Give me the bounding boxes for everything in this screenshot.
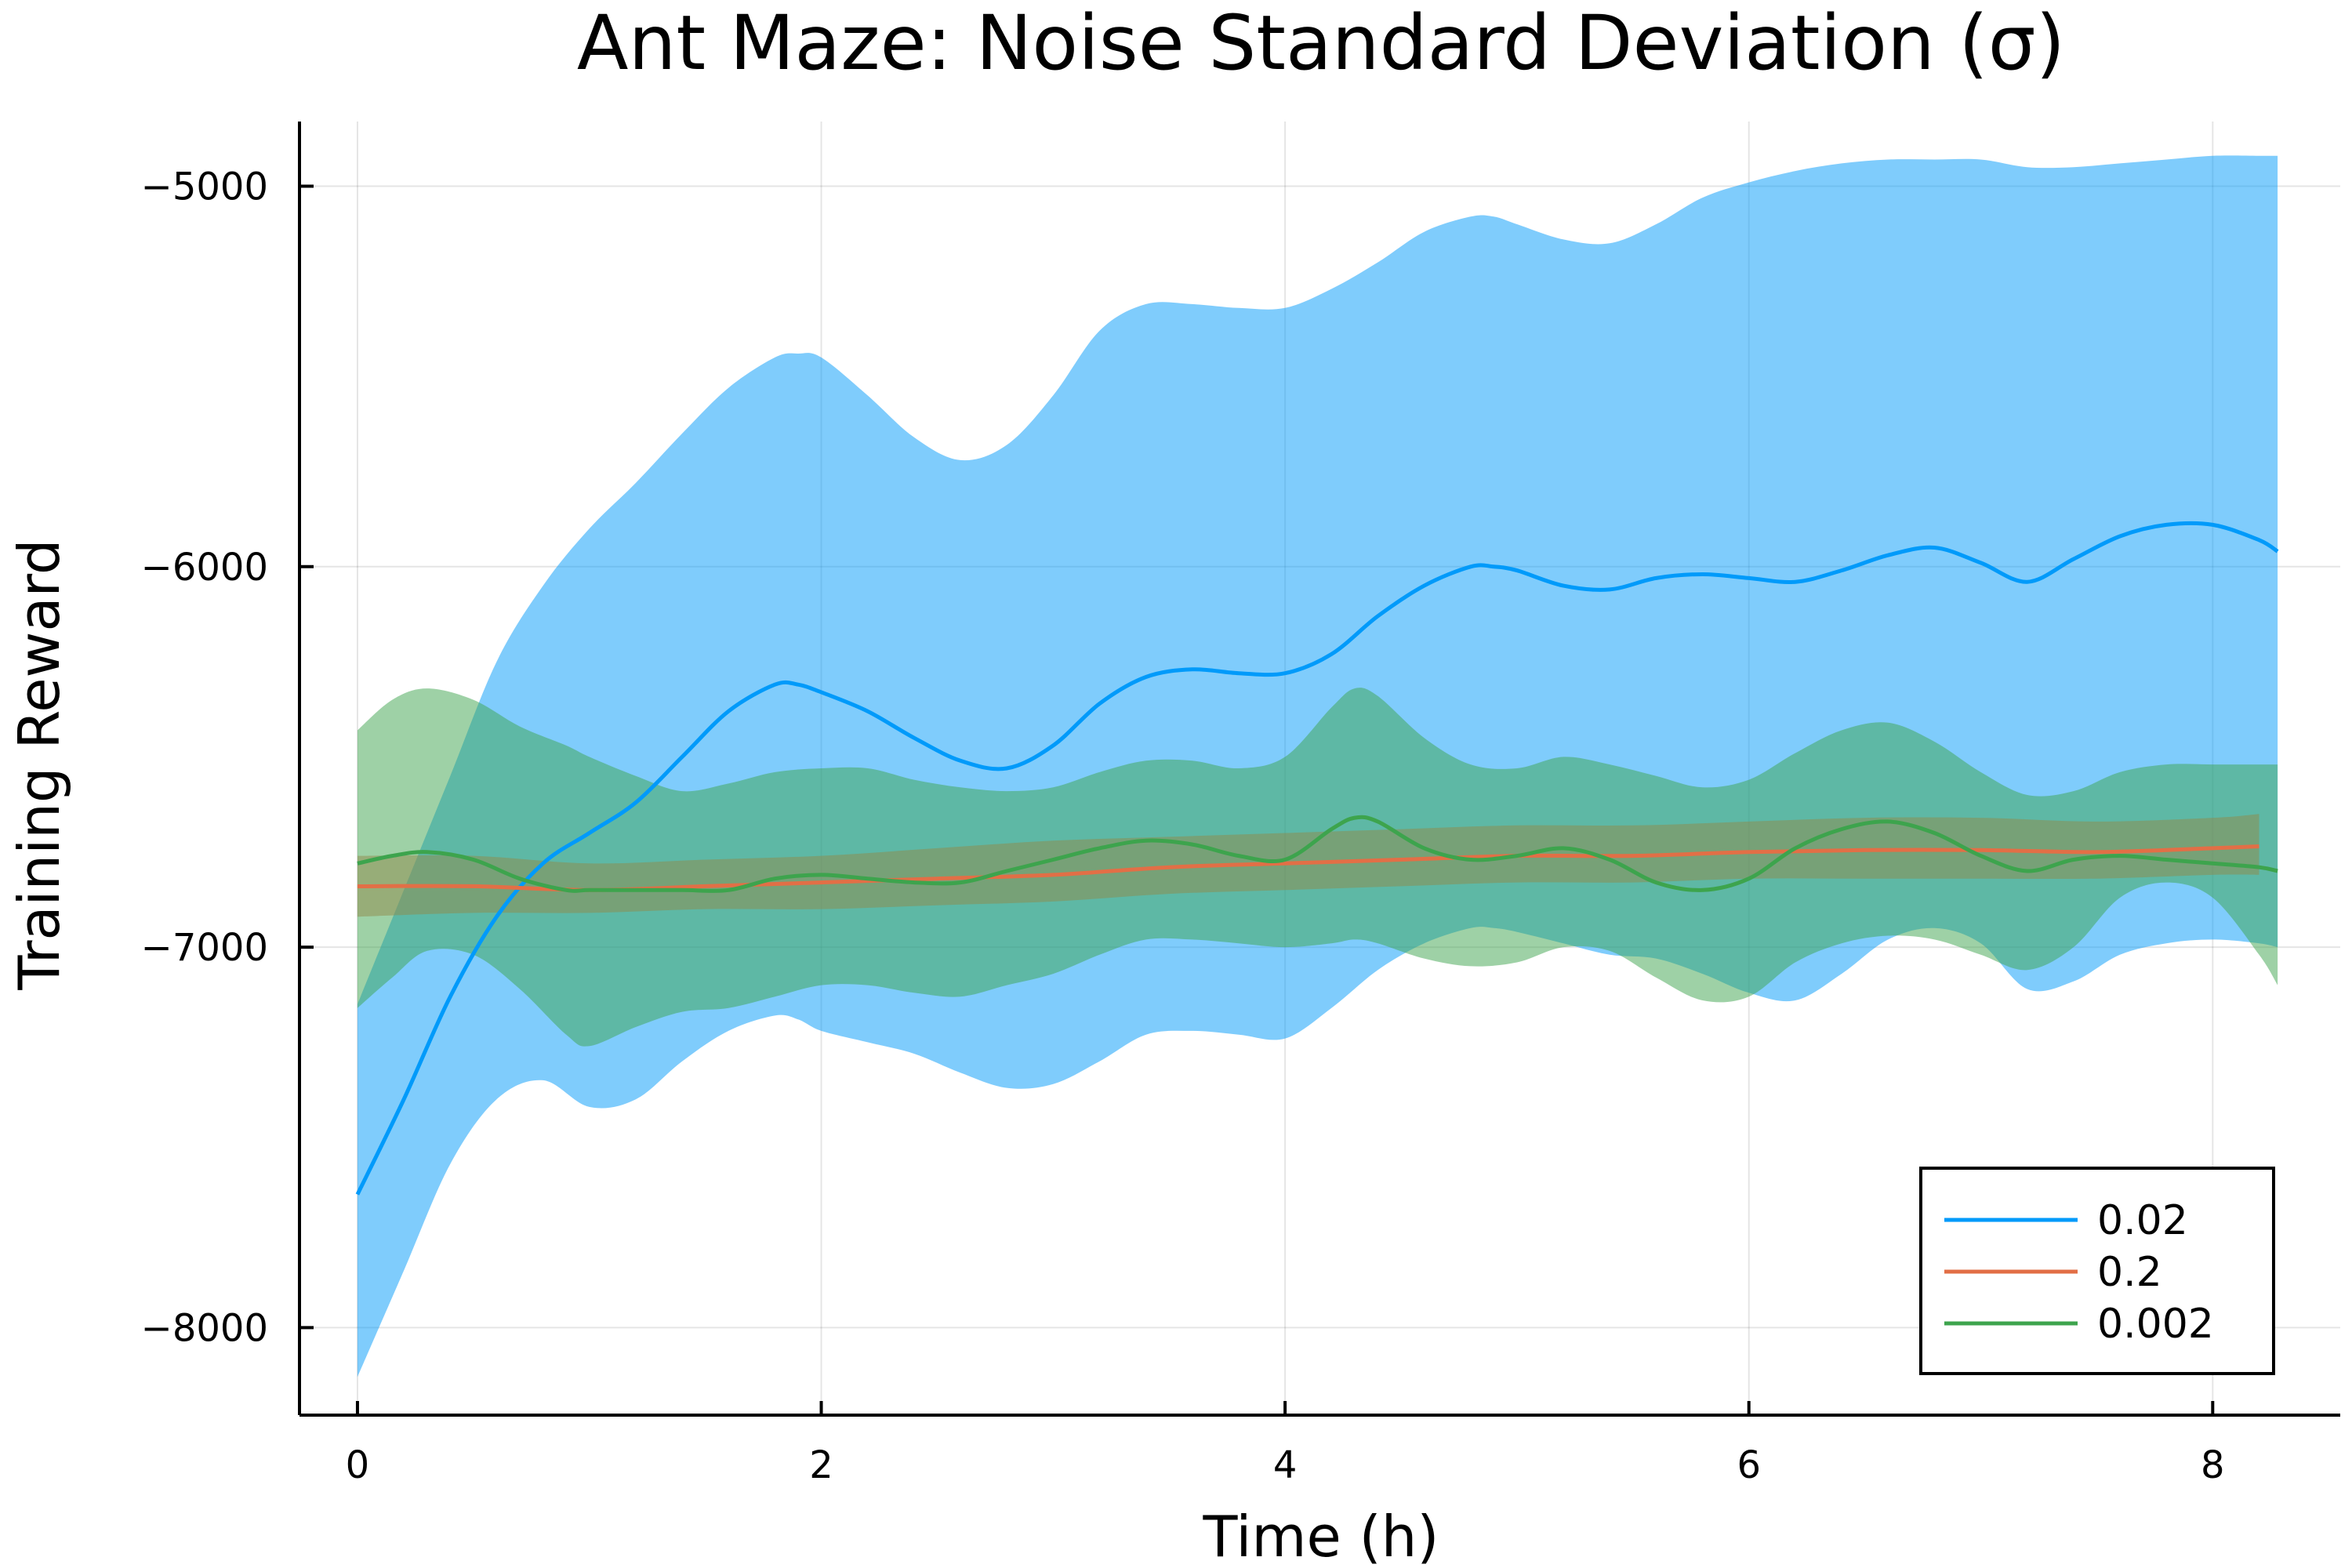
axes [298, 122, 2340, 1417]
x-tick-label: 0 [346, 1443, 370, 1487]
y-tick-label: −6000 [141, 546, 268, 590]
chart-title: Ant Maze: Noise Standard Deviation (σ) [577, 0, 2065, 87]
x-tick-label: 6 [1737, 1443, 1761, 1487]
y-tick-label: −7000 [141, 926, 268, 970]
legend: 0.02 0.2 0.002 [1919, 1167, 2275, 1375]
legend-label-0.2: 0.2 [2097, 1249, 2162, 1296]
series-line-0.02 [355, 521, 2279, 1196]
band-0.002 [357, 688, 2278, 1047]
x-tick-label: 8 [2201, 1443, 2225, 1487]
legend-label-0.002: 0.002 [2097, 1301, 2214, 1348]
y-axis-label: Training Reward [6, 539, 72, 990]
confidence-bands [357, 155, 2278, 1377]
series-line-0.002 [357, 815, 2278, 893]
series-line-0.2 [357, 844, 2259, 892]
x-axis-label: Time (h) [1203, 1504, 1439, 1568]
legend-label-0.02: 0.02 [2097, 1197, 2188, 1244]
x-tick-label: 2 [809, 1443, 833, 1487]
series-lines [355, 521, 2279, 1196]
tick-labels: 0 2 4 6 8 −8000 −7000 −6000 −5000 [141, 165, 2225, 1488]
y-tick-label: −8000 [141, 1306, 268, 1350]
x-tick-label: 4 [1273, 1443, 1298, 1487]
y-tick-label: −5000 [141, 165, 268, 209]
